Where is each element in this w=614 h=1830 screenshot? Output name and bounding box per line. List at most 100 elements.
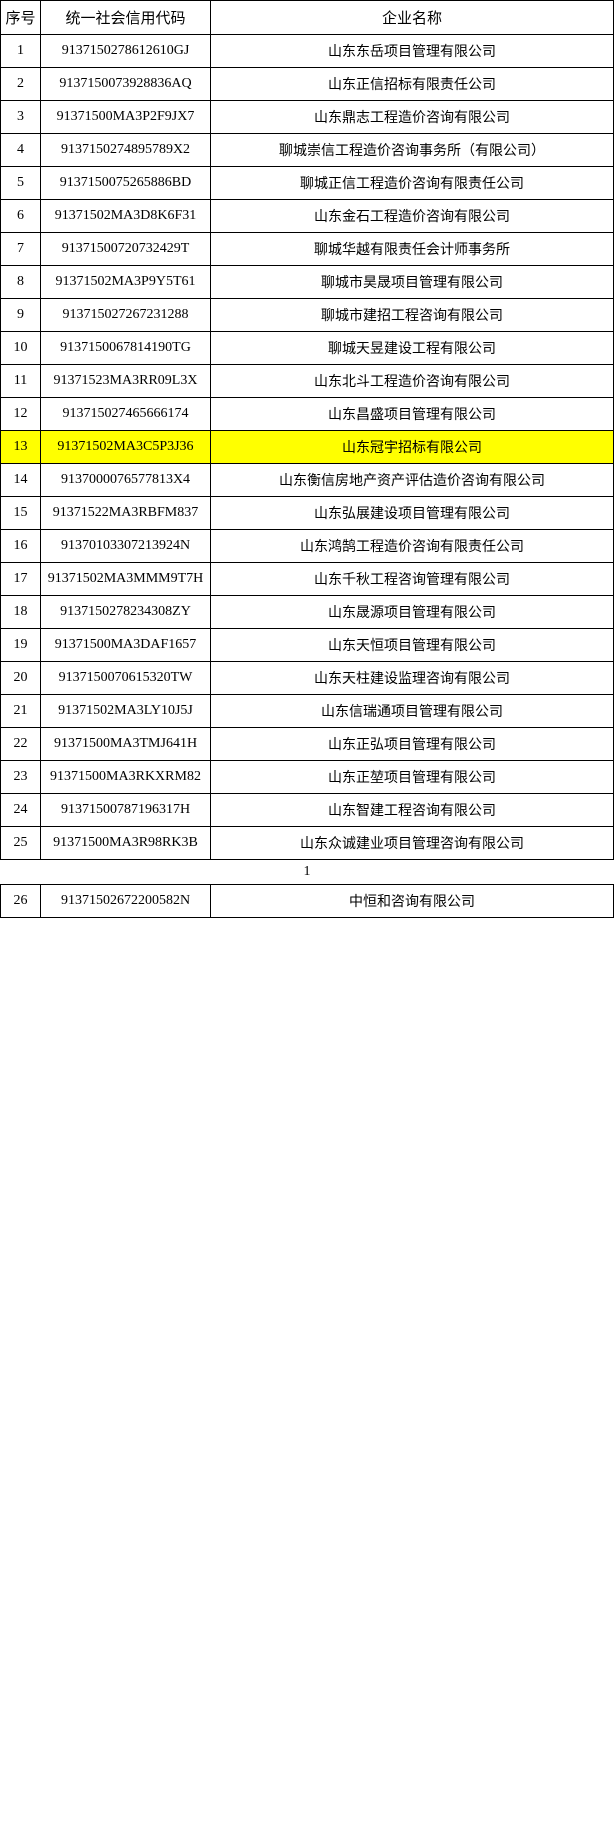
cell-seq: 24 xyxy=(1,794,41,827)
cell-name: 聊城崇信工程造价咨询事务所（有限公司） xyxy=(211,134,614,167)
header-name: 企业名称 xyxy=(211,1,614,35)
cell-code: 9137150274895789X2 xyxy=(41,134,211,167)
table-row: 1391371502MA3C5P3J36山东冠宇招标有限公司 xyxy=(1,431,614,464)
cell-name: 聊城天昱建设工程有限公司 xyxy=(211,332,614,365)
cell-seq: 26 xyxy=(1,885,41,918)
cell-code: 91371502MA3P9Y5T61 xyxy=(41,266,211,299)
cell-code: 91371500MA3TMJ641H xyxy=(41,728,211,761)
cell-code: 9137150067814190TG xyxy=(41,332,211,365)
cell-name: 山东正弘项目管理有限公司 xyxy=(211,728,614,761)
cell-name: 聊城华越有限责任会计师事务所 xyxy=(211,233,614,266)
cell-code: 91371502MA3D8K6F31 xyxy=(41,200,211,233)
cell-code: 9137150073928836AQ xyxy=(41,68,211,101)
cell-seq: 10 xyxy=(1,332,41,365)
table-row: 9913715027267231288聊城市建招工程咨询有限公司 xyxy=(1,299,614,332)
cell-name: 山东天柱建设监理咨询有限公司 xyxy=(211,662,614,695)
table-row: 189137150278234308ZY山东晟源项目管理有限公司 xyxy=(1,596,614,629)
cell-code: 9137150278612610GJ xyxy=(41,35,211,68)
cell-code: 91371500720732429T xyxy=(41,233,211,266)
cell-name: 山东冠宇招标有限公司 xyxy=(211,431,614,464)
table-row: 891371502MA3P9Y5T61聊城市昊晟项目管理有限公司 xyxy=(1,266,614,299)
cell-code: 91371523MA3RR09L3X xyxy=(41,365,211,398)
cell-code: 91371500787196317H xyxy=(41,794,211,827)
cell-seq: 9 xyxy=(1,299,41,332)
table-row: 109137150067814190TG聊城天昱建设工程有限公司 xyxy=(1,332,614,365)
cell-name: 山东北斗工程造价咨询有限公司 xyxy=(211,365,614,398)
cell-name: 山东鼎志工程造价咨询有限公司 xyxy=(211,101,614,134)
cell-name: 山东东岳项目管理有限公司 xyxy=(211,35,614,68)
cell-name: 聊城正信工程造价咨询有限责任公司 xyxy=(211,167,614,200)
cell-name: 山东晟源项目管理有限公司 xyxy=(211,596,614,629)
cell-name: 山东天恒项目管理有限公司 xyxy=(211,629,614,662)
table-row: 29137150073928836AQ山东正信招标有限责任公司 xyxy=(1,68,614,101)
cell-code: 91371502MA3LY10J5J xyxy=(41,695,211,728)
cell-seq: 7 xyxy=(1,233,41,266)
cell-code: 9137000076577813X4 xyxy=(41,464,211,497)
cell-name: 山东正信招标有限责任公司 xyxy=(211,68,614,101)
cell-name: 山东衡信房地产资产评估造价咨询有限公司 xyxy=(211,464,614,497)
cell-seq: 23 xyxy=(1,761,41,794)
cell-seq: 4 xyxy=(1,134,41,167)
company-table-page2: 2691371502672200582N中恒和咨询有限公司 xyxy=(0,884,614,918)
cell-seq: 25 xyxy=(1,827,41,860)
company-table-page1: 序号 统一社会信用代码 企业名称 19137150278612610GJ山东东岳… xyxy=(0,0,614,860)
cell-name: 山东金石工程造价咨询有限公司 xyxy=(211,200,614,233)
table-row: 19137150278612610GJ山东东岳项目管理有限公司 xyxy=(1,35,614,68)
cell-code: 91370103307213924N xyxy=(41,530,211,563)
table-row: 149137000076577813X4山东衡信房地产资产评估造价咨询有限公司 xyxy=(1,464,614,497)
cell-seq: 12 xyxy=(1,398,41,431)
table-row: 1591371522MA3RBFM837山东弘展建设项目管理有限公司 xyxy=(1,497,614,530)
table-row: 691371502MA3D8K6F31山东金石工程造价咨询有限公司 xyxy=(1,200,614,233)
cell-name: 山东智建工程咨询有限公司 xyxy=(211,794,614,827)
cell-code: 91371500MA3DAF1657 xyxy=(41,629,211,662)
table-row: 1191371523MA3RR09L3X山东北斗工程造价咨询有限公司 xyxy=(1,365,614,398)
cell-code: 913715027465666174 xyxy=(41,398,211,431)
cell-seq: 11 xyxy=(1,365,41,398)
cell-name: 山东千秋工程咨询管理有限公司 xyxy=(211,563,614,596)
cell-seq: 21 xyxy=(1,695,41,728)
cell-code: 91371502672200582N xyxy=(41,885,211,918)
cell-seq: 17 xyxy=(1,563,41,596)
cell-name: 山东鸿鹄工程造价咨询有限责任公司 xyxy=(211,530,614,563)
cell-code: 9137150075265886BD xyxy=(41,167,211,200)
cell-name: 山东弘展建设项目管理有限公司 xyxy=(211,497,614,530)
cell-seq: 14 xyxy=(1,464,41,497)
cell-code: 91371502MA3MMM9T7H xyxy=(41,563,211,596)
cell-name: 聊城市昊晟项目管理有限公司 xyxy=(211,266,614,299)
cell-seq: 22 xyxy=(1,728,41,761)
table-row: 2591371500MA3R98RK3B山东众诚建业项目管理咨询有限公司 xyxy=(1,827,614,860)
header-code: 统一社会信用代码 xyxy=(41,1,211,35)
cell-code: 91371500MA3P2F9JX7 xyxy=(41,101,211,134)
table-row: 2691371502672200582N中恒和咨询有限公司 xyxy=(1,885,614,918)
table-row: 59137150075265886BD聊城正信工程造价咨询有限责任公司 xyxy=(1,167,614,200)
cell-seq: 1 xyxy=(1,35,41,68)
table-row: 209137150070615320TW山东天柱建设监理咨询有限公司 xyxy=(1,662,614,695)
page-number: 1 xyxy=(0,860,614,884)
cell-name: 山东昌盛项目管理有限公司 xyxy=(211,398,614,431)
table-row: 2291371500MA3TMJ641H山东正弘项目管理有限公司 xyxy=(1,728,614,761)
table-row: 49137150274895789X2聊城崇信工程造价咨询事务所（有限公司） xyxy=(1,134,614,167)
cell-name: 山东信瑞通项目管理有限公司 xyxy=(211,695,614,728)
cell-seq: 13 xyxy=(1,431,41,464)
table-row: 12913715027465666174山东昌盛项目管理有限公司 xyxy=(1,398,614,431)
cell-seq: 3 xyxy=(1,101,41,134)
table-row: 391371500MA3P2F9JX7山东鼎志工程造价咨询有限公司 xyxy=(1,101,614,134)
table-row: 1791371502MA3MMM9T7H山东千秋工程咨询管理有限公司 xyxy=(1,563,614,596)
table-header-row: 序号 统一社会信用代码 企业名称 xyxy=(1,1,614,35)
table-row: 2191371502MA3LY10J5J山东信瑞通项目管理有限公司 xyxy=(1,695,614,728)
cell-code: 91371500MA3RKXRM82 xyxy=(41,761,211,794)
cell-seq: 20 xyxy=(1,662,41,695)
table-row: 2491371500787196317H山东智建工程咨询有限公司 xyxy=(1,794,614,827)
cell-name: 聊城市建招工程咨询有限公司 xyxy=(211,299,614,332)
cell-code: 91371522MA3RBFM837 xyxy=(41,497,211,530)
cell-seq: 16 xyxy=(1,530,41,563)
cell-seq: 2 xyxy=(1,68,41,101)
cell-name: 中恒和咨询有限公司 xyxy=(211,885,614,918)
cell-code: 91371502MA3C5P3J36 xyxy=(41,431,211,464)
cell-seq: 5 xyxy=(1,167,41,200)
cell-code: 913715027267231288 xyxy=(41,299,211,332)
table-row: 1991371500MA3DAF1657山东天恒项目管理有限公司 xyxy=(1,629,614,662)
cell-name: 山东正堃项目管理有限公司 xyxy=(211,761,614,794)
cell-seq: 8 xyxy=(1,266,41,299)
cell-seq: 19 xyxy=(1,629,41,662)
